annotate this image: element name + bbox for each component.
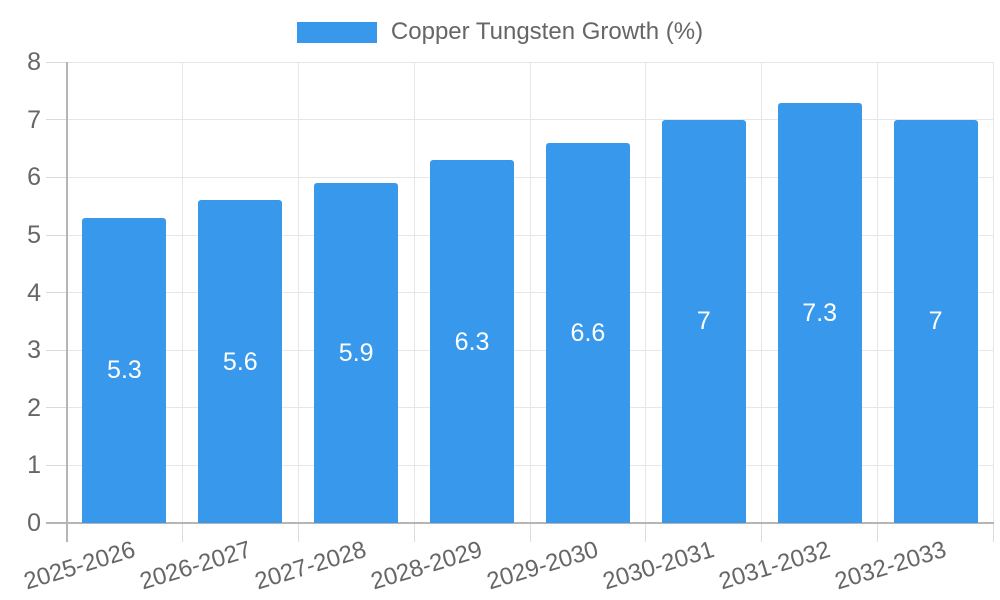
y-axis-tick-label: 0 xyxy=(27,509,41,537)
x-axis-category-label: 2030-2031 xyxy=(599,536,718,596)
y-axis-tick-label: 8 xyxy=(27,48,41,77)
bar xyxy=(893,119,978,523)
y-axis-line xyxy=(65,62,68,542)
y-axis-tick-label: 1 xyxy=(27,451,41,480)
bar xyxy=(661,119,746,523)
y-axis-tick-label: 2 xyxy=(27,393,41,422)
x-axis-tick xyxy=(761,523,763,542)
bar xyxy=(545,142,630,523)
y-axis-tick-label: 5 xyxy=(27,221,41,249)
bar-value-label: 5.9 xyxy=(338,339,374,368)
x-axis-tick xyxy=(877,523,879,542)
bar-value-label: 5.3 xyxy=(107,356,142,385)
y-axis-tick-label: 7 xyxy=(27,105,41,134)
x-axis-tick xyxy=(413,523,415,542)
x-axis-tick xyxy=(529,523,531,542)
legend-swatch-icon xyxy=(296,21,377,43)
y-axis-tick xyxy=(46,234,67,236)
gridline-vertical xyxy=(413,62,415,523)
bar-value-label: 6.3 xyxy=(454,327,490,356)
y-axis-tick xyxy=(46,464,67,466)
bar-value-label: 6.6 xyxy=(570,318,606,347)
x-axis-category-label: 2032-2033 xyxy=(831,536,950,596)
bar xyxy=(198,200,283,523)
chart-legend: Copper Tungsten Growth (%) xyxy=(0,19,1000,45)
y-axis-tick-label: 3 xyxy=(27,336,41,365)
x-axis-category-label: 2027-2028 xyxy=(252,536,370,596)
x-axis-category-label: 2028-2029 xyxy=(368,536,486,596)
x-axis-category-label: 2025-2026 xyxy=(20,536,139,596)
bar xyxy=(777,102,862,523)
gridline-vertical xyxy=(993,62,994,523)
y-axis-tick xyxy=(46,407,67,409)
gridline-vertical xyxy=(529,62,531,523)
gridline-vertical xyxy=(877,62,879,523)
gridline-vertical xyxy=(761,62,763,523)
y-axis-tick xyxy=(46,176,67,178)
x-axis-category-label: 2031-2032 xyxy=(715,536,834,596)
x-axis-category-label: 2026-2027 xyxy=(136,536,254,596)
bar-value-label: 5.6 xyxy=(222,347,258,376)
y-axis-tick xyxy=(46,292,67,294)
bar xyxy=(82,217,167,523)
bar-value-label: 7.3 xyxy=(802,298,838,327)
x-axis-tick xyxy=(993,523,994,542)
y-axis-tick-label: 4 xyxy=(27,278,41,307)
x-axis-tick xyxy=(297,523,299,542)
y-axis-tick xyxy=(46,119,67,121)
bar-value-label: 7 xyxy=(928,307,943,336)
gridline-vertical xyxy=(645,62,647,523)
bar-value-label: 7 xyxy=(696,307,711,336)
x-axis-tick xyxy=(645,523,647,542)
y-axis-tick xyxy=(46,349,67,351)
gridline-vertical xyxy=(181,62,183,523)
y-axis-tick xyxy=(46,61,67,63)
gridline-vertical xyxy=(297,62,299,523)
legend-label: Copper Tungsten Growth (%) xyxy=(390,18,704,45)
bar xyxy=(430,160,515,523)
bar xyxy=(314,183,399,523)
x-axis-tick xyxy=(181,523,183,542)
x-axis-category-label: 2029-2030 xyxy=(483,536,602,596)
y-axis-tick-label: 6 xyxy=(27,163,41,192)
x-axis-line xyxy=(46,522,994,524)
